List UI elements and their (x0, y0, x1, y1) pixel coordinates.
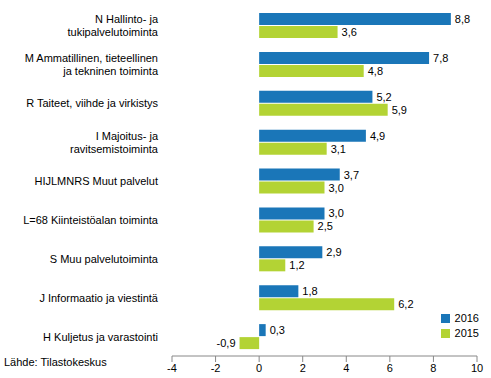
svg-text:N Hallinto- jatukipalvelutoimi: N Hallinto- jatukipalvelutoiminta (68, 13, 159, 38)
svg-text:5,2: 5,2 (376, 91, 391, 103)
svg-text:4,8: 4,8 (368, 65, 383, 77)
svg-text:HIJLMNRS Muut palvelut: HIJLMNRS Muut palvelut (35, 175, 159, 187)
svg-text:H Kuljetus ja varastointi: H Kuljetus ja varastointi (43, 331, 158, 343)
svg-text:I Majoitus- jaravitsemistoimin: I Majoitus- jaravitsemistoiminta (70, 130, 159, 155)
svg-text:2,5: 2,5 (318, 220, 333, 232)
svg-text:3,7: 3,7 (344, 169, 359, 181)
svg-text:R Taiteet, viihde ja virkistys: R Taiteet, viihde ja virkistys (26, 97, 158, 109)
svg-text:4: 4 (343, 362, 349, 374)
svg-text:10: 10 (471, 362, 483, 374)
svg-text:-4: -4 (167, 362, 177, 374)
svg-text:8,8: 8,8 (455, 13, 470, 25)
svg-text:-0,9: -0,9 (217, 337, 236, 349)
svg-text:4,9: 4,9 (370, 130, 385, 142)
svg-text:5,9: 5,9 (392, 104, 407, 116)
svg-text:-2: -2 (211, 362, 221, 374)
svg-text:3,0: 3,0 (329, 182, 344, 194)
svg-text:J Informaatio ja viestintä: J Informaatio ja viestintä (39, 292, 158, 304)
html-text:2015: 2015 (454, 327, 479, 339)
svg-text:M Ammatillinen, tieteellinenja: M Ammatillinen, tieteellinenja tekninen … (25, 52, 159, 77)
svg-text:3,0: 3,0 (329, 207, 344, 219)
svg-text:6,2: 6,2 (398, 298, 413, 310)
svg-text:S Muu palvelutoiminta: S Muu palvelutoiminta (50, 253, 159, 265)
svg-text:2: 2 (300, 362, 306, 374)
svg-text:3,6: 3,6 (342, 26, 357, 38)
svg-text:3,1: 3,1 (331, 143, 346, 155)
svg-text:6: 6 (387, 362, 393, 374)
svg-text:2,9: 2,9 (326, 246, 341, 258)
html-text:Lähde: Tilastokeskus: Lähde: Tilastokeskus (4, 356, 107, 368)
svg-text:1,8: 1,8 (302, 285, 317, 297)
html-text:2016: 2016 (454, 312, 479, 324)
svg-text:1,2: 1,2 (289, 259, 304, 271)
svg-text:L=68 Kiinteistöalan toiminta: L=68 Kiinteistöalan toiminta (23, 214, 159, 226)
svg-text:8: 8 (430, 362, 436, 374)
svg-text:0,3: 0,3 (270, 324, 285, 336)
svg-text:7,8: 7,8 (433, 52, 448, 64)
svg-text:0: 0 (256, 362, 262, 374)
